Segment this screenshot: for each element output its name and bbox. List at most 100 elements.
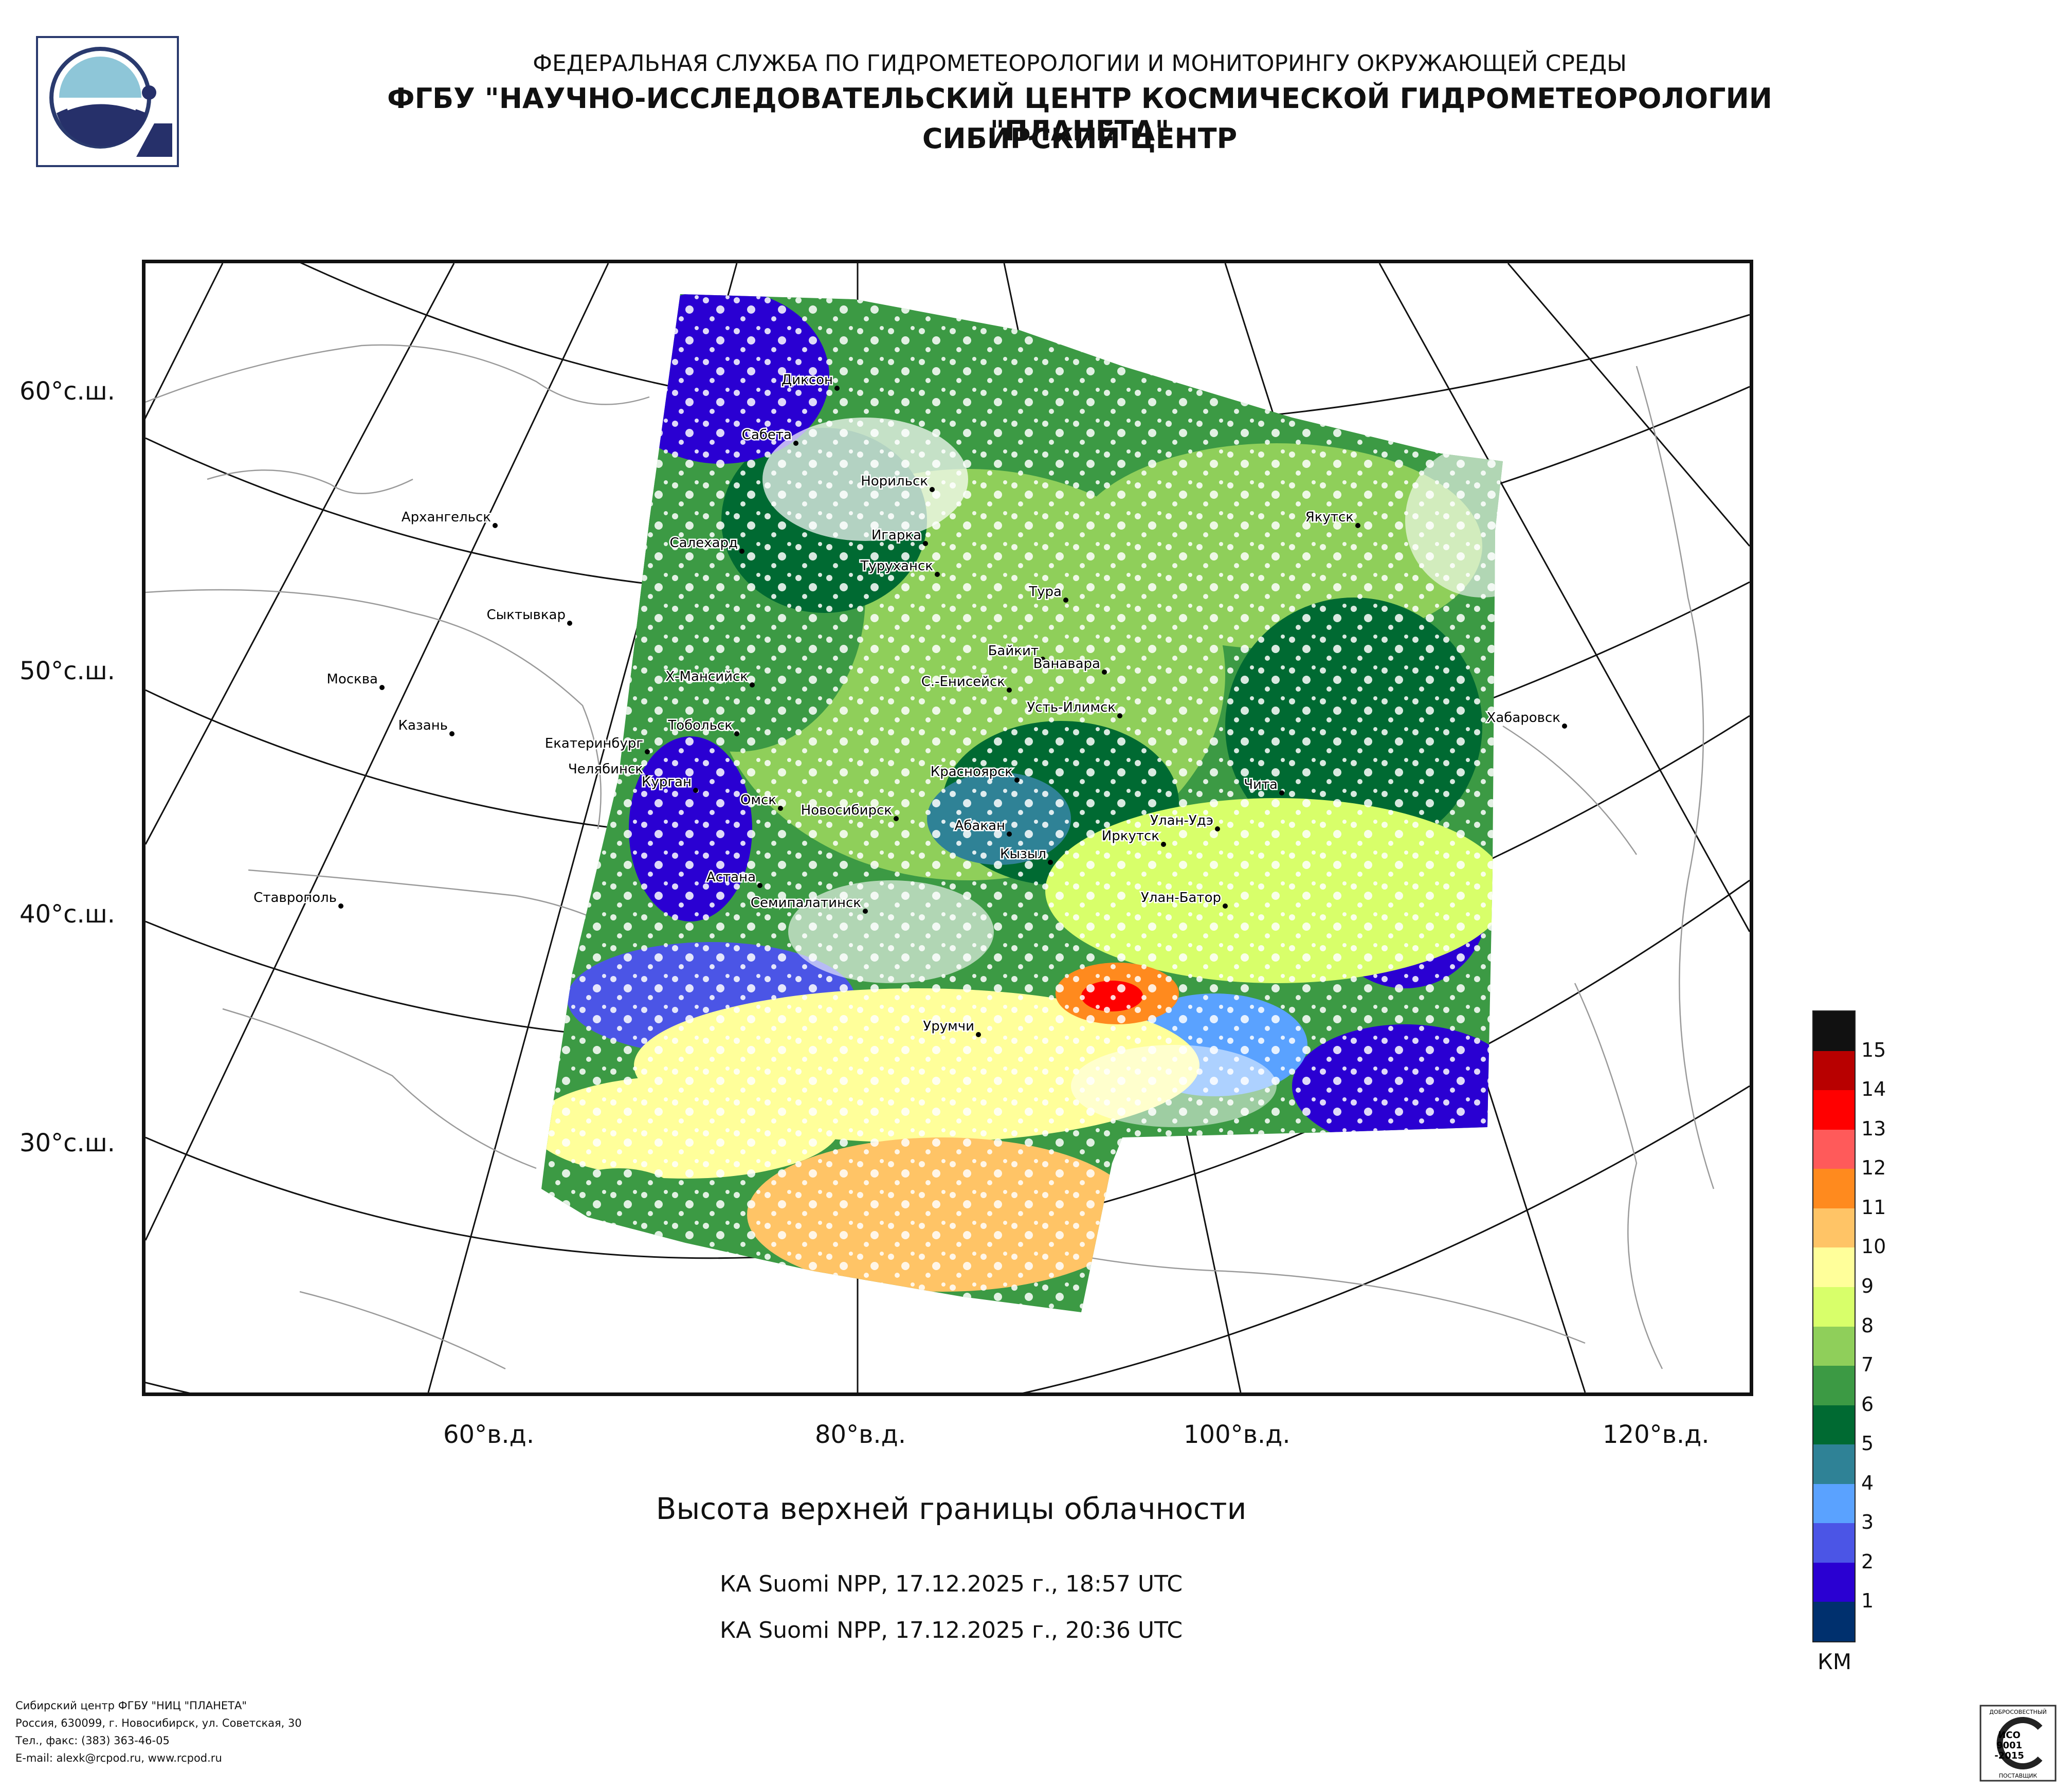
city-dot xyxy=(1279,790,1284,795)
legend-swatch xyxy=(1813,1484,1855,1524)
footer-contacts: Сибирский центр ФГБУ "НИЦ "ПЛАНЕТА" Росс… xyxy=(15,1697,302,1767)
city-dot xyxy=(757,883,762,888)
city-dot xyxy=(1014,777,1020,783)
city-label: Норильск xyxy=(861,474,928,489)
legend-swatch xyxy=(1813,1405,1855,1445)
legend-swatch xyxy=(1813,1247,1855,1287)
legend-level-5: 5 xyxy=(1861,1432,1874,1455)
legend-swatch xyxy=(1813,1011,1855,1051)
city-dot xyxy=(778,806,783,811)
city-label: Игарка xyxy=(871,528,921,543)
city-label: Ванавара xyxy=(1033,656,1100,672)
city-label: Салехард xyxy=(669,535,738,551)
legend-level-15: 15 xyxy=(1861,1038,1886,1061)
city-label: Диксон xyxy=(781,372,833,388)
legend-swatch xyxy=(1813,1444,1855,1484)
city-label: Семипалатинск xyxy=(751,895,861,911)
iso-certificate-badge: ДОБРОСОВЕСТНЫЙ ИСО 9001 -2015 ПОСТАВЩИК xyxy=(1979,1705,2057,1782)
footer-line-3: Тел., факс: (383) 363-46-05 xyxy=(15,1734,170,1747)
footer-line-1: Сибирский центр ФГБУ "НИЦ "ПЛАНЕТА" xyxy=(15,1699,247,1712)
cert-iso-text: ИСО xyxy=(1998,1730,2021,1741)
city-dot xyxy=(976,1032,981,1037)
legend-level-8: 8 xyxy=(1861,1314,1874,1337)
city-label: Байкит xyxy=(988,643,1039,659)
city-dot xyxy=(1215,826,1220,831)
city-label: Казань xyxy=(398,718,448,733)
city-label: Омск xyxy=(740,792,776,808)
lon-label-100: 100°в.д. xyxy=(1184,1420,1291,1449)
city-label: Тура xyxy=(1028,584,1062,600)
city-dot xyxy=(1048,860,1053,865)
city-dot xyxy=(645,749,650,754)
lon-label-120: 120°в.д. xyxy=(1603,1420,1710,1449)
city-label: Екатеринбург xyxy=(545,736,643,751)
legend-level-13: 13 xyxy=(1861,1117,1886,1140)
city-dot xyxy=(1007,831,1012,837)
city-dot xyxy=(1355,523,1360,528)
city-label: Улан-Батор xyxy=(1141,890,1221,906)
legend-level-2: 2 xyxy=(1861,1550,1874,1573)
city-label: Чита xyxy=(1244,777,1278,792)
city-label: Сыктывкар xyxy=(486,607,566,623)
legend-level-11: 11 xyxy=(1861,1196,1886,1219)
city-label: Челябинск xyxy=(568,762,643,777)
legend-level-6: 6 xyxy=(1861,1392,1874,1416)
legend-level-12: 12 xyxy=(1861,1156,1886,1180)
legend-level-10: 10 xyxy=(1861,1235,1886,1258)
city-label: Ставрополь xyxy=(253,890,337,906)
cert-top-text: ДОБРОСОВЕСТНЫЙ xyxy=(1989,1709,2047,1715)
city-label: Урумчи xyxy=(923,1019,974,1034)
legend-level-7: 7 xyxy=(1861,1353,1874,1377)
lat-label-40: 40°с.ш. xyxy=(20,900,115,929)
city-dot xyxy=(338,903,343,909)
city-dot xyxy=(379,685,385,690)
city-dot xyxy=(834,386,840,391)
legend-swatch xyxy=(1813,1090,1855,1130)
city-dot xyxy=(1117,713,1122,718)
header-agency: ФЕДЕРАЛЬНАЯ СЛУЖБА ПО ГИДРОМЕТЕОРОЛОГИИ … xyxy=(533,50,1627,77)
city-dot xyxy=(493,523,498,528)
city-dot xyxy=(1102,670,1107,675)
legend-swatch xyxy=(1813,1287,1855,1327)
city-markers: Диксон Сабета Норильск Игарка Салехард Туруха… xyxy=(252,371,1567,1037)
map-canvas: Диксон Сабета Норильск Игарка Салехард Туруха… xyxy=(146,263,1750,1392)
city-label: Якутск xyxy=(1305,510,1354,525)
legend-unit: КМ xyxy=(1817,1649,1852,1674)
pass-1: КА Suomi NPP, 17.12.2025 г., 18:57 UTC xyxy=(719,1571,1183,1597)
city-dot xyxy=(1562,723,1567,729)
legend-swatch xyxy=(1813,1562,1855,1602)
legend-swatch xyxy=(1813,1051,1855,1091)
planeta-logo xyxy=(36,36,179,167)
legend-level-3: 3 xyxy=(1861,1511,1874,1534)
city-dot xyxy=(449,731,455,736)
legend-level-4: 4 xyxy=(1861,1471,1874,1494)
city-label: Москва xyxy=(326,672,378,687)
cloud-top-height-map: Диксон Сабета Норильск Игарка Салехард Туруха… xyxy=(142,260,1753,1396)
city-dot xyxy=(935,572,940,577)
city-label: Тобольск xyxy=(667,718,733,733)
legend-swatch xyxy=(1813,1208,1855,1248)
city-label: Курган xyxy=(642,774,692,790)
city-label: Иркутск xyxy=(1102,828,1159,844)
city-dot xyxy=(1063,598,1068,603)
city-dot xyxy=(1007,688,1012,693)
city-label: Туруханск xyxy=(860,558,933,574)
cert-bottom-text: ПОСТАВЩИК xyxy=(1999,1772,2038,1779)
city-dot xyxy=(567,621,572,626)
city-dot xyxy=(750,682,755,688)
city-dot xyxy=(863,909,868,914)
cert-9001-text: 9001 xyxy=(1996,1740,2022,1751)
city-dot xyxy=(793,441,798,446)
city-dot xyxy=(1040,657,1045,662)
lat-label-30: 30°с.ш. xyxy=(20,1129,115,1157)
header-institute: ФГБУ "НАУЧНО-ИССЛЕДОВАТЕЛЬСКИЙ ЦЕНТР КОС… xyxy=(387,82,1772,147)
lon-label-60: 60°в.д. xyxy=(443,1420,535,1449)
city-dot xyxy=(930,487,935,492)
city-label: Х-Мансийск xyxy=(665,669,748,684)
city-dot xyxy=(734,731,739,736)
cloud-data-swath xyxy=(541,294,1503,1312)
city-dot xyxy=(1161,842,1166,847)
city-label: Астана xyxy=(706,870,756,885)
header-center: СИБИРСКИЙ ЦЕНТР xyxy=(922,122,1238,155)
footer-line-2: Россия, 630099, г. Новосибирск, ул. Сове… xyxy=(15,1717,302,1729)
